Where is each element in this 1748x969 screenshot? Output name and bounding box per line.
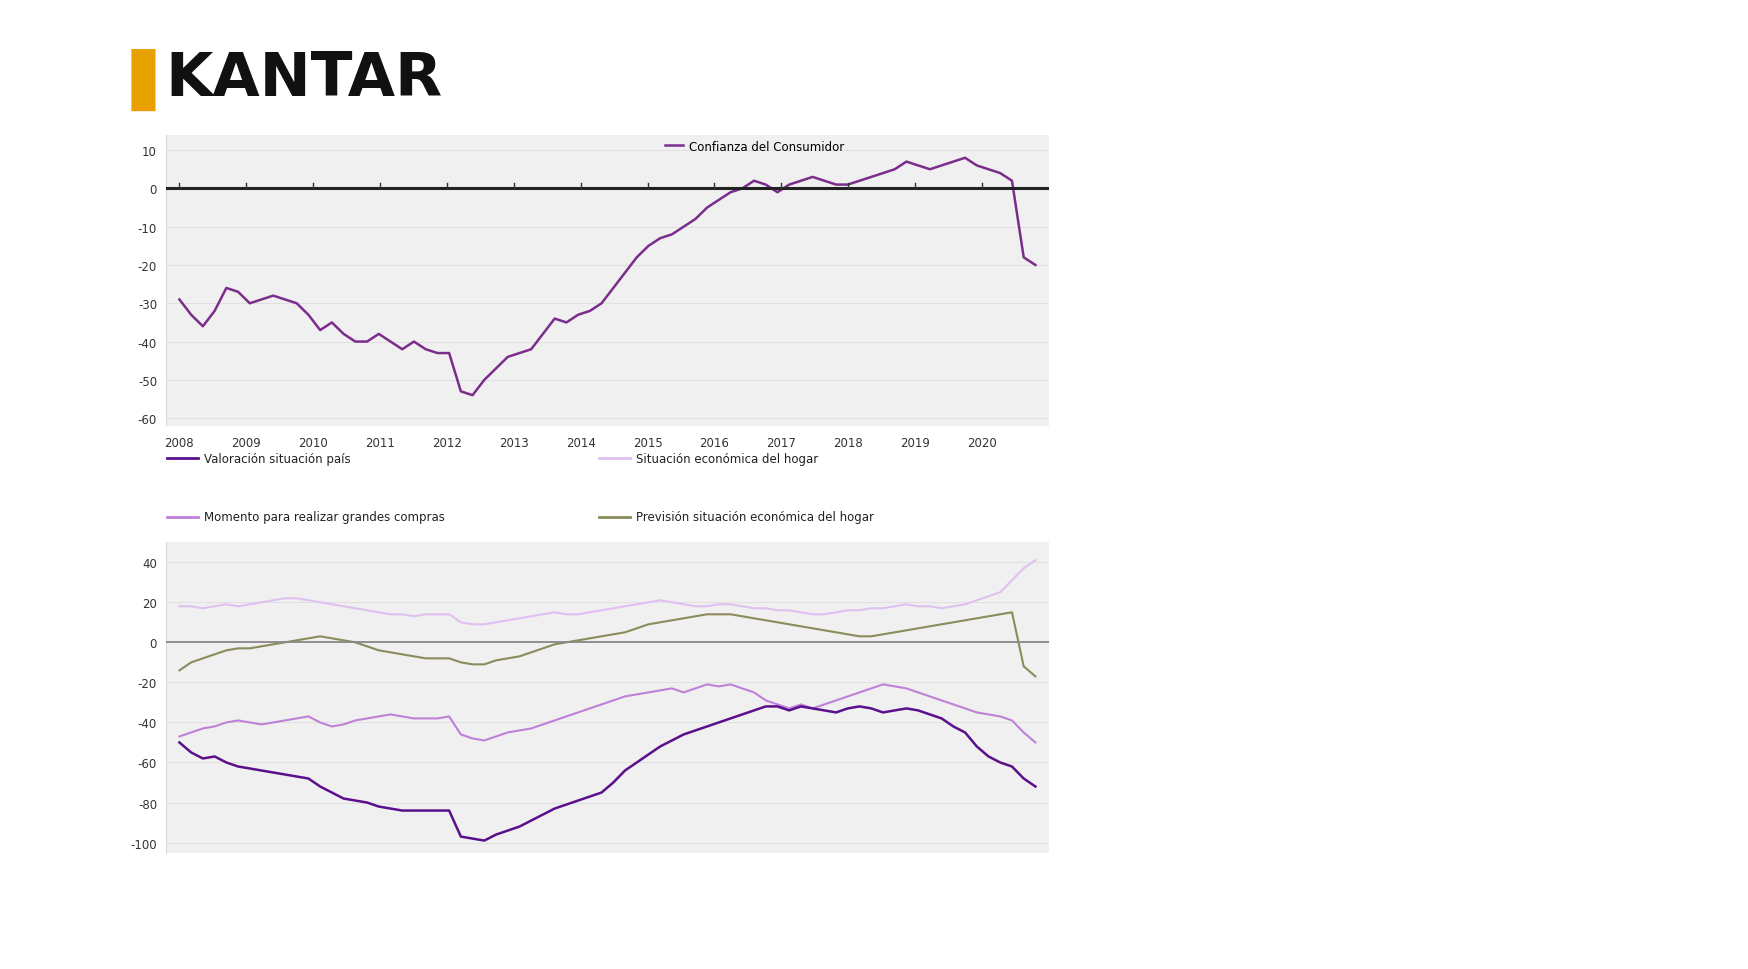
Legend: Confianza del Consumidor: Confianza del Consumidor	[661, 136, 850, 158]
Text: Momento para realizar grandes compras: Momento para realizar grandes compras	[205, 511, 446, 523]
Text: Previsión situación económica del hogar: Previsión situación económica del hogar	[636, 511, 874, 523]
Text: KANTAR: KANTAR	[164, 50, 442, 109]
Text: Valoración situación país: Valoración situación país	[205, 453, 351, 465]
Text: ▌: ▌	[131, 48, 178, 110]
Text: Perspectivas del consumidor: Perspectivas del consumidor	[327, 903, 844, 938]
Text: Situación económica del hogar: Situación económica del hogar	[636, 453, 818, 465]
